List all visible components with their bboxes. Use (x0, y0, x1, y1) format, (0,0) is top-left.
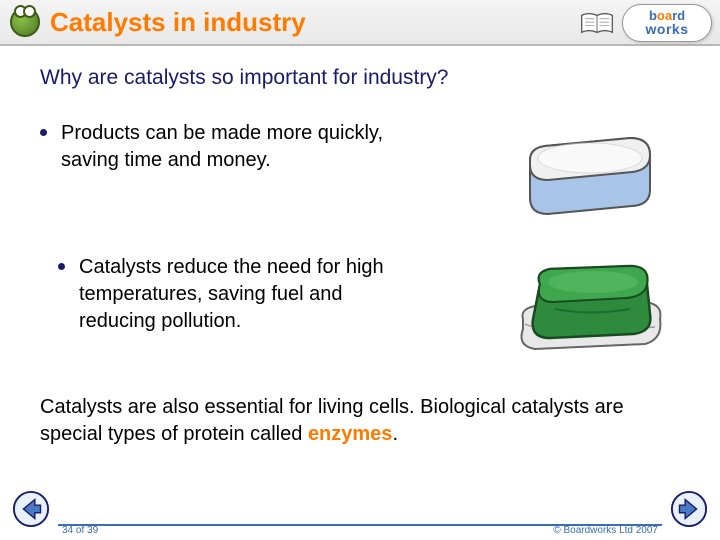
boardworks-logo: board works (622, 4, 712, 42)
bullet-text: Products can be made more quickly, savin… (61, 120, 401, 174)
book-icon (580, 10, 614, 36)
page-title: Catalysts in industry (50, 7, 306, 38)
bullet-row-1: Products can be made more quickly, savin… (40, 120, 680, 230)
page-number: 34 of 39 (62, 525, 98, 536)
footer: 34 of 39 © Boardworks Ltd 2007 (0, 486, 720, 540)
bottle-illustration (500, 254, 680, 364)
logo-area: board works (580, 4, 712, 42)
summary-text: Catalysts are also essential for living … (40, 394, 680, 448)
header-bar: Catalysts in industry board works (0, 0, 720, 46)
summary-post: . (392, 423, 398, 445)
summary-highlight: enzymes (308, 423, 393, 445)
bullet-1: Products can be made more quickly, savin… (40, 120, 500, 174)
bullet-row-2: Catalysts reduce the need for high tempe… (40, 254, 680, 364)
bullet-dot (58, 263, 65, 270)
intro-question: Why are catalysts so important for indus… (40, 66, 680, 90)
frog-icon (10, 7, 40, 37)
bullet-2: Catalysts reduce the need for high tempe… (58, 254, 500, 335)
next-button[interactable] (670, 490, 708, 528)
soap-illustration (500, 120, 680, 230)
bullet-text: Catalysts reduce the need for high tempe… (79, 254, 419, 335)
copyright-text: © Boardworks Ltd 2007 (553, 525, 658, 536)
bullet-dot (40, 129, 47, 136)
content-area: Why are catalysts so important for indus… (0, 46, 720, 486)
logo-text: works (646, 23, 689, 36)
prev-button[interactable] (12, 490, 50, 528)
